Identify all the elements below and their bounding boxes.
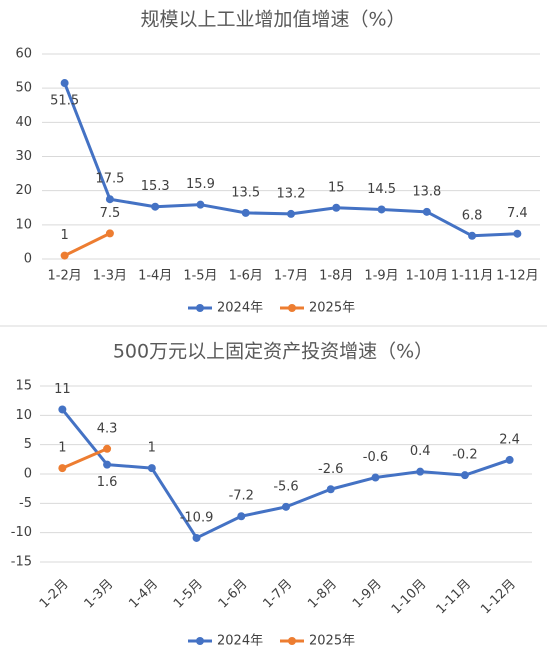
data-label: 4.3 (97, 421, 118, 436)
data-point (151, 202, 160, 211)
x-tick-label: 1-12月 (496, 269, 539, 284)
y-tick-label: 5 (24, 437, 32, 452)
data-label: 6.8 (462, 208, 483, 223)
data-point (196, 200, 205, 209)
legend-marker (196, 637, 204, 645)
y-tick-label: -15 (11, 555, 32, 570)
data-label: 15.3 (141, 179, 170, 194)
x-tick-label: 1-9月 (364, 269, 398, 284)
data-point (105, 229, 114, 238)
x-tick-label: 1-3月 (93, 269, 127, 284)
x-tick-label: 1-7月 (274, 269, 308, 284)
data-label: 11 (54, 382, 71, 397)
x-tick-label: 1-2月 (48, 269, 82, 284)
data-label: 1 (148, 441, 156, 456)
series-line (61, 447, 108, 470)
data-label: -7.2 (229, 489, 254, 504)
data-point (468, 231, 477, 240)
data-label: -2.6 (318, 462, 343, 477)
x-tick-label: 1-10月 (406, 269, 449, 284)
y-tick-label: 15 (15, 379, 32, 394)
x-tick-label: 1-5月 (183, 269, 217, 284)
data-label: 14.5 (367, 182, 396, 197)
data-point (192, 533, 201, 542)
data-point (422, 207, 431, 216)
data-point (377, 205, 386, 214)
legend-label: 2025年 (309, 301, 355, 316)
data-label: -0.2 (452, 448, 477, 463)
data-label: -10.9 (180, 510, 214, 525)
x-tick-label: 1-8月 (319, 269, 353, 284)
data-label: 17.5 (95, 172, 124, 187)
x-tick-label: 1-6月 (229, 269, 263, 284)
data-label: 51.5 (50, 94, 79, 109)
legend-marker (196, 304, 204, 312)
data-label: -0.6 (363, 450, 388, 465)
data-point (60, 251, 69, 260)
legend-marker (288, 637, 296, 645)
data-point (60, 79, 69, 88)
data-point (103, 444, 112, 453)
data-point (505, 455, 514, 464)
data-label: 1.6 (97, 475, 118, 490)
data-point (326, 485, 335, 494)
data-point (416, 467, 425, 476)
data-point (513, 229, 522, 238)
data-label: 7.4 (507, 206, 528, 221)
y-tick-label: 30 (15, 149, 32, 164)
data-point (287, 209, 295, 218)
y-tick-label: -10 (11, 525, 32, 540)
x-tick-label: 1-11月 (451, 269, 494, 284)
data-point (282, 502, 290, 511)
x-tick-label: 1-4月 (138, 269, 172, 284)
data-label: 7.5 (100, 206, 121, 221)
chart-title: 规模以上工业增加值增速（%） (140, 9, 405, 31)
y-tick-label: 50 (15, 81, 32, 96)
y-tick-label: 0 (24, 252, 32, 267)
data-label: 2.4 (499, 432, 520, 447)
data-label: 0.4 (410, 444, 431, 459)
series-line (63, 232, 111, 257)
data-label: 1 (58, 441, 66, 456)
data-label: 13.5 (231, 185, 260, 200)
data-point (58, 405, 67, 414)
y-tick-label: 60 (15, 47, 32, 62)
data-point (147, 464, 156, 473)
y-tick-label: 0 (24, 467, 32, 482)
data-label: 13.2 (277, 186, 306, 201)
data-point (332, 203, 341, 212)
data-point (371, 473, 380, 482)
legend-label: 2025年 (309, 634, 355, 649)
y-tick-label: 10 (15, 217, 32, 232)
data-point (103, 460, 112, 469)
y-tick-label: 40 (15, 115, 32, 130)
y-tick-label: -5 (19, 496, 32, 511)
data-label: 1 (60, 228, 68, 243)
data-label: -5.6 (273, 479, 298, 494)
data-point (105, 195, 114, 204)
y-tick-label: 20 (15, 183, 32, 198)
data-label: 15.9 (186, 177, 215, 192)
y-tick-label: 10 (15, 408, 32, 423)
data-label: 13.8 (412, 184, 441, 199)
legend-label: 2024年 (217, 634, 263, 649)
data-point (58, 464, 67, 473)
legend-label: 2024年 (217, 301, 263, 316)
data-label: 15 (328, 180, 345, 195)
data-point (241, 208, 250, 217)
chart-title: 500万元以上固定资产投资增速（%） (113, 341, 433, 363)
data-point (237, 512, 246, 521)
data-point (460, 471, 469, 480)
legend-marker (288, 304, 296, 312)
